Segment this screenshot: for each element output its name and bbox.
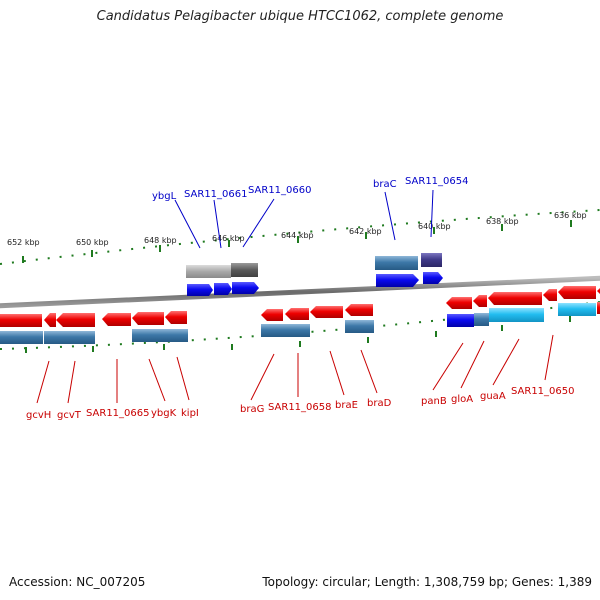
tick-label-636: 636 kbp (554, 211, 587, 220)
top-gene-labels: ybgL SAR11_0661 SAR11_0660 braC SAR11_06… (152, 176, 469, 202)
cds-block-dark (231, 263, 258, 277)
tick-label-652: 652 kbp (7, 238, 40, 247)
gene-label-panB: panB (421, 396, 447, 407)
gene-label-SAR11_0650: SAR11_0650 (511, 386, 575, 397)
leader-SAR11_0660 (242, 198, 275, 248)
gene-label-ybgL: ybgL (152, 191, 177, 202)
gene-label-gcvT: gcvT (57, 410, 82, 421)
leader-braE (329, 350, 345, 396)
leader-braG (250, 353, 275, 401)
leader-gcvT (67, 360, 76, 404)
gene-label-braC: braC (373, 179, 397, 190)
gene-arrow-kipI (165, 311, 187, 324)
tick-label-650: 650 kbp (76, 238, 109, 247)
cds-block-gray (186, 265, 212, 278)
gene-arrow-SAR11_0650 (558, 286, 596, 299)
gene-arrow-braG (261, 309, 283, 321)
tick-label-642: 642 kbp (349, 227, 382, 236)
gene-label-SAR11_0665: SAR11_0665 (86, 408, 150, 419)
leader-braC (384, 191, 396, 241)
bottom-label-leaders (36, 334, 554, 404)
cds-block-steel (375, 256, 418, 270)
gene-arrow-panB (446, 297, 472, 309)
cds-block-steel (345, 320, 374, 333)
gene-arrow-ybgL (187, 284, 213, 296)
leader-gloA (460, 340, 485, 389)
top-cds-blocks (186, 253, 442, 278)
gene-arrow-gcvT-a (44, 313, 56, 327)
gene-label-gloA: gloA (451, 394, 473, 405)
cds-block-blue (447, 314, 474, 327)
gene-arrow-SAR11_0650-a (543, 289, 557, 301)
cds-block-steel (261, 324, 310, 337)
gene-arrow-gcvH (0, 314, 42, 327)
cds-block-steel (58, 331, 95, 344)
gene-arrow-braD (345, 304, 373, 316)
leader-panB (432, 342, 464, 391)
tick-label-648: 648 kbp (144, 236, 177, 245)
tick-label-638: 638 kbp (486, 217, 519, 226)
leader-braD (360, 349, 378, 394)
cds-block-cyan (489, 308, 544, 322)
tick-label-640: 640 kbp (418, 222, 451, 231)
leader-gcvH (36, 360, 50, 404)
gene-label-braD: braD (367, 398, 392, 409)
cds-block-steel (44, 331, 58, 344)
gene-arrow-ybgK (132, 312, 164, 325)
gene-label-kipI: kipI (181, 408, 199, 419)
gene-arrow-SAR11_0654 (423, 272, 443, 284)
outer-tick-ring: 652 kbp 650 kbp 648 kbp 646 kbp 644 kbp … (0, 209, 600, 265)
gene-label-SAR11_0660: SAR11_0660 (248, 185, 312, 196)
outer-tick-ring-line (0, 209, 600, 265)
cds-block-cyan (558, 303, 596, 316)
gene-arrow-gloA (473, 295, 487, 307)
gene-arrow-SAR11_0661 (214, 283, 232, 295)
gene-arrow-gcvT (56, 313, 95, 327)
gene-label-braG: braG (240, 404, 264, 415)
accession-text: Accession: NC_007205 (9, 575, 146, 589)
leader-ybgK (148, 358, 166, 402)
cds-block-steel (132, 329, 188, 342)
genome-backbone (0, 275, 600, 309)
cds-block-gray (212, 265, 231, 278)
gene-label-braE: braE (335, 400, 358, 411)
cds-block-steel (0, 331, 43, 344)
gene-arrow-SAR11_0660 (232, 282, 259, 294)
cds-block-red (597, 302, 600, 314)
gene-label-SAR11_0661: SAR11_0661 (184, 189, 248, 200)
gene-label-SAR11_0654: SAR11_0654 (405, 176, 469, 187)
gene-arrow-SAR11_0665 (102, 313, 131, 326)
tick-label-646: 646 kbp (212, 234, 245, 243)
top-forward-genes (187, 272, 443, 296)
gene-arrow-braE (310, 306, 343, 318)
bottom-reverse-genes (0, 286, 600, 327)
leader-SAR11_0650 (544, 334, 554, 381)
gene-label-guaA: guaA (480, 391, 506, 402)
gene-label-ybgK: ybgK (151, 408, 177, 419)
leader-SAR11_0654 (430, 189, 434, 238)
tick-label-644: 644 kbp (281, 231, 314, 240)
leader-SAR11_0661 (213, 199, 222, 249)
gene-arrow-braC (376, 274, 419, 287)
gene-label-SAR11_0658: SAR11_0658 (268, 402, 332, 413)
bottom-cds-blocks (0, 302, 600, 344)
cds-block-steel (474, 313, 489, 326)
map-title: Candidatus Pelagibacter ubique HTCC1062,… (96, 9, 504, 24)
top-label-leaders (174, 189, 434, 249)
topology-text: Topology: circular; Length: 1,308,759 bp… (262, 575, 592, 589)
gene-label-gcvH: gcvH (26, 410, 51, 421)
cds-block-purple (421, 253, 442, 267)
gene-arrow-guaA (488, 292, 542, 305)
gene-arrow-SAR11_0658 (285, 308, 309, 320)
gene-arrow-edge (597, 288, 600, 294)
bottom-gene-labels: gcvH gcvT SAR11_0665 ybgK kipI braG SAR1… (26, 386, 575, 421)
leader-ybgL (174, 199, 201, 249)
leader-kipI (176, 356, 190, 401)
leader-guaA (492, 338, 520, 386)
